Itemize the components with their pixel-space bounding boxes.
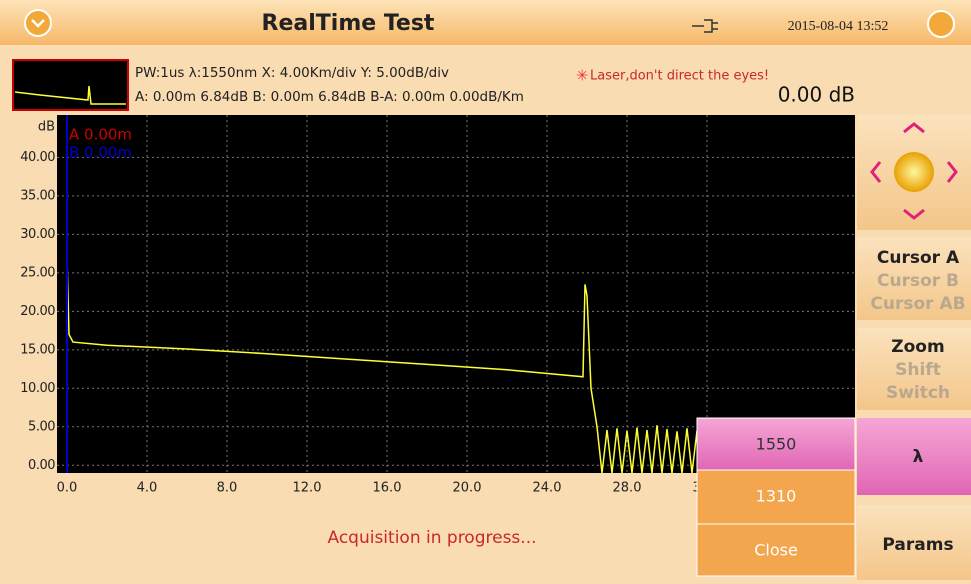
- lambda-button[interactable]: [857, 418, 971, 495]
- popup-1550-label: 1550: [756, 435, 797, 454]
- x-tick-label: 28.0: [613, 481, 642, 496]
- nav-arrows: [870, 122, 958, 220]
- shift: Shift: [895, 360, 941, 380]
- y-tick-label: 30.00: [20, 227, 55, 242]
- y-tick-label: 25.00: [20, 265, 55, 280]
- params: Params: [882, 535, 953, 555]
- x-tick-label: 20.0: [453, 481, 482, 496]
- popup-1310[interactable]: [696, 469, 856, 525]
- menu-chevron: [31, 19, 45, 28]
- datetime: 2015-08-04 13:52: [788, 19, 889, 34]
- y-tick-label: 10.00: [20, 381, 55, 396]
- zoom: Zoom: [891, 337, 944, 357]
- y-tick-label: 15.00: [20, 342, 55, 357]
- x-tick-label: 16.0: [373, 481, 402, 496]
- trace: [66, 257, 698, 474]
- y-unit: dB: [38, 120, 55, 135]
- plot-area: [57, 115, 855, 473]
- menu-icon[interactable]: [24, 9, 52, 37]
- laser-warning: Laser,don't direct the eyes!: [590, 69, 769, 84]
- y-tick-label: 40.00: [20, 150, 55, 165]
- thumbnail-trace: [14, 85, 126, 105]
- popup-1550[interactable]: [696, 417, 856, 471]
- x-tick-label: 0.0: [57, 481, 78, 496]
- popup-close-label: Close: [754, 541, 798, 560]
- info-line2: A: 0.00m 6.84dB B: 0.00m 6.84dB B-A: 0.0…: [135, 89, 524, 105]
- popup-close[interactable]: [696, 523, 856, 577]
- lambda: λ: [913, 447, 924, 467]
- y-tick-label: 0.00: [28, 458, 55, 473]
- title: RealTime Test: [262, 11, 435, 36]
- header-bar: [0, 0, 971, 45]
- status: Acquisition in progress...: [327, 528, 536, 548]
- nav-ball[interactable]: [894, 152, 934, 192]
- thumbnail: [12, 59, 129, 111]
- switch: Switch: [886, 383, 950, 403]
- power-icon: [692, 19, 718, 33]
- x-tick-label: 4.0: [137, 481, 158, 496]
- cursor-a: Cursor A: [877, 248, 960, 268]
- cursor-b: Cursor B: [877, 271, 959, 291]
- zoom-button[interactable]: [857, 328, 971, 410]
- exit-icon[interactable]: [927, 10, 955, 38]
- reading: 0.00 dB: [778, 83, 855, 107]
- cursor-button[interactable]: [857, 237, 971, 320]
- laser-icon: ✳: [576, 67, 589, 85]
- cursor-label: A 0.00m: [69, 126, 132, 144]
- info-line1: PW:1us λ:1550nm X: 4.00Km/div Y: 5.00dB/…: [135, 65, 449, 81]
- params-button[interactable]: [857, 505, 971, 580]
- cursor-ab: Cursor AB: [870, 294, 965, 314]
- x-tick-label: 24.0: [533, 481, 562, 496]
- cursor-label: B 0.00m: [69, 144, 132, 162]
- x-tick-label: 8.0: [217, 481, 238, 496]
- y-tick-label: 35.00: [20, 188, 55, 203]
- y-tick-label: 20.00: [20, 304, 55, 319]
- y-tick-label: 5.00: [28, 419, 55, 434]
- popup-1310-label: 1310: [756, 487, 797, 506]
- x-tick-label: 12.0: [293, 481, 322, 496]
